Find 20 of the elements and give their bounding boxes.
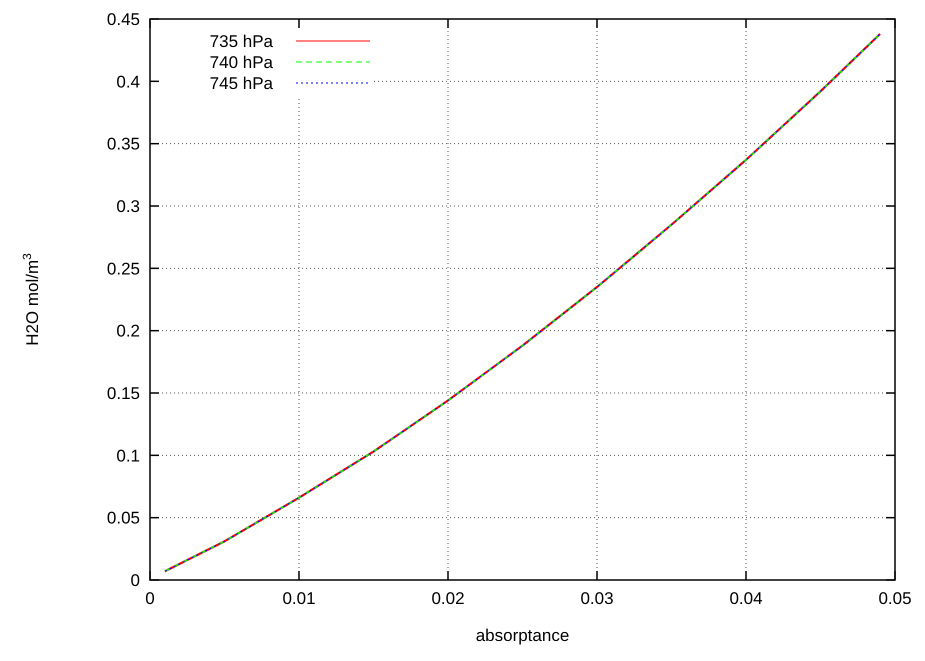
y-tick-label: 0.35 xyxy=(106,134,140,154)
x-tick-label: 0.05 xyxy=(878,589,912,608)
y-tick-label: 0.1 xyxy=(116,446,140,466)
y-tick-label: 0.3 xyxy=(116,197,140,216)
y-tick-label: 0 xyxy=(130,571,140,590)
y-tick-label: 0.15 xyxy=(106,384,140,403)
x-tick-label: 0.02 xyxy=(431,589,465,608)
x-tick-label: 0.04 xyxy=(729,589,763,608)
legend-label: 740 hPa xyxy=(210,53,274,72)
y-tick-label: 0.05 xyxy=(106,508,140,528)
legend-label: 745 hPa xyxy=(210,74,274,93)
y-tick-label: 0.4 xyxy=(116,72,140,92)
legend-label: 735 hPa xyxy=(210,32,274,51)
x-tick-label: 0 xyxy=(145,589,155,608)
x-tick-label: 0.01 xyxy=(282,589,316,608)
y-tick-label: 0.25 xyxy=(106,259,140,278)
x-axis-title: absorptance xyxy=(476,626,570,645)
x-tick-label: 0.03 xyxy=(580,589,614,608)
y-tick-label: 0.2 xyxy=(116,322,140,341)
y-tick-label: 0.45 xyxy=(106,10,140,29)
